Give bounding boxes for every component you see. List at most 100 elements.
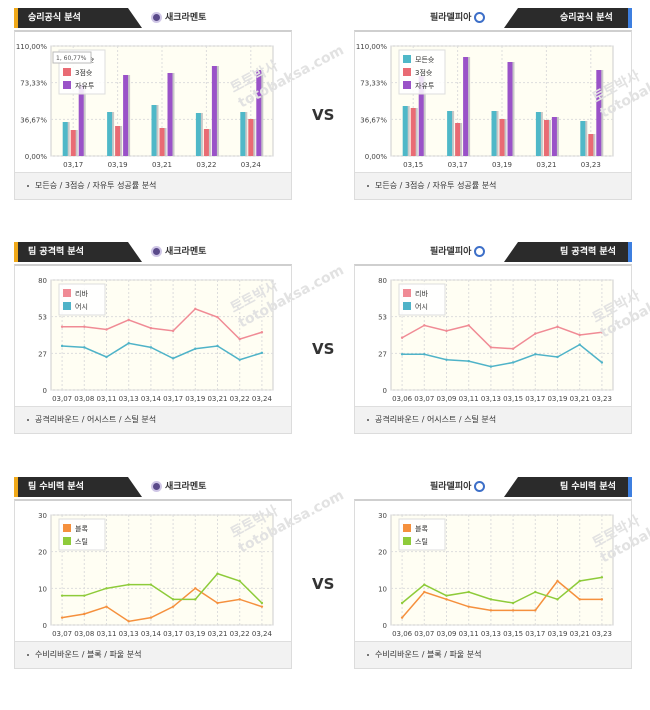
x-tick-label: 03,15 bbox=[503, 395, 523, 403]
data-point bbox=[216, 572, 219, 575]
x-tick-label: 03,22 bbox=[230, 395, 250, 403]
legend-label: 블록 bbox=[75, 524, 88, 533]
footer-text: 수비리바운드 / 블록 / 파울 분석 bbox=[35, 650, 142, 659]
x-tick-label: 03,24 bbox=[252, 630, 273, 638]
legend-swatch bbox=[63, 537, 71, 545]
y-tick-label: 20 bbox=[38, 549, 47, 557]
team-name: 새크라멘토 bbox=[165, 247, 207, 257]
data-point bbox=[423, 353, 426, 356]
x-tick-label: 03,21 bbox=[152, 161, 172, 169]
legend-swatch bbox=[403, 302, 411, 310]
y-tick-label: 73,33% bbox=[360, 80, 387, 88]
bar-2 bbox=[248, 119, 254, 156]
y-tick-label: 110,00% bbox=[16, 43, 47, 51]
data-point bbox=[511, 601, 515, 605]
panel-header: 팀 공격력 분석 새크라멘토 bbox=[14, 242, 292, 262]
data-point bbox=[600, 576, 604, 579]
x-tick-label: 03,13 bbox=[119, 630, 139, 638]
tooltip-text: 1, 60,77% bbox=[56, 55, 87, 62]
bullet-icon bbox=[367, 184, 369, 187]
team-label: 새크라멘토 bbox=[148, 242, 206, 262]
bar-3 bbox=[463, 57, 469, 156]
x-tick-label: 03,21 bbox=[207, 630, 227, 638]
x-tick-label: 03,23 bbox=[592, 630, 612, 638]
x-tick-label: 03,07 bbox=[52, 630, 72, 638]
data-point bbox=[260, 331, 264, 334]
bar-2 bbox=[70, 130, 76, 156]
footer-text: 모든승 / 3점승 / 자유투 성공률 분석 bbox=[35, 181, 157, 190]
y-tick-label: 53 bbox=[38, 314, 47, 322]
y-tick-label: 73,33% bbox=[20, 80, 47, 88]
x-tick-label: 03,21 bbox=[570, 630, 590, 638]
data-point bbox=[171, 605, 175, 608]
data-point bbox=[216, 344, 219, 348]
footer-text: 공격리바운드 / 어시스트 / 스틸 분석 bbox=[35, 415, 157, 424]
bar-2 bbox=[499, 119, 505, 156]
data-point bbox=[511, 361, 515, 364]
data-point bbox=[238, 579, 241, 583]
y-tick-label: 36,67% bbox=[360, 116, 387, 124]
data-point bbox=[578, 333, 581, 337]
panel-title: 승리공식 분석 bbox=[18, 8, 142, 28]
data-point bbox=[445, 598, 448, 601]
x-tick-label: 03,19 bbox=[547, 630, 567, 638]
panel-accent-bar bbox=[14, 8, 18, 28]
data-point bbox=[556, 325, 559, 328]
data-point bbox=[260, 601, 264, 605]
legend-label: 스틸 bbox=[75, 538, 88, 546]
data-point bbox=[149, 346, 153, 349]
data-point bbox=[149, 616, 153, 619]
y-tick-label: 0 bbox=[43, 387, 47, 395]
x-tick-label: 03,22 bbox=[196, 161, 216, 169]
team-label: 필라델피아 bbox=[430, 477, 488, 497]
data-point bbox=[127, 318, 130, 322]
data-point bbox=[556, 355, 559, 359]
data-point bbox=[238, 337, 241, 341]
data-point bbox=[194, 307, 197, 311]
data-point bbox=[60, 344, 64, 348]
legend-swatch bbox=[403, 537, 411, 545]
x-tick-label: 03,14 bbox=[141, 630, 162, 638]
x-tick-label: 03,07 bbox=[52, 395, 72, 403]
data-point bbox=[489, 598, 493, 601]
x-tick-label: 03,13 bbox=[481, 630, 501, 638]
data-point bbox=[423, 583, 426, 586]
data-point bbox=[83, 325, 86, 328]
legend-label: 어시 bbox=[415, 302, 428, 311]
y-tick-label: 80 bbox=[38, 277, 47, 285]
x-tick-label: 03,21 bbox=[207, 395, 227, 403]
bar-3 bbox=[167, 73, 173, 156]
x-tick-label: 03,21 bbox=[536, 161, 556, 169]
y-tick-label: 10 bbox=[378, 585, 387, 593]
legend-swatch bbox=[63, 68, 71, 76]
bar-2 bbox=[203, 129, 209, 156]
data-point bbox=[149, 583, 153, 586]
vs-label: VS bbox=[312, 575, 335, 593]
team-label: 새크라멘토 bbox=[148, 477, 206, 497]
kings-logo-icon bbox=[151, 481, 162, 492]
y-tick-label: 10 bbox=[38, 585, 47, 593]
data-point bbox=[467, 605, 470, 608]
x-tick-label: 03,15 bbox=[503, 630, 523, 638]
data-point bbox=[105, 328, 108, 331]
bar-1 bbox=[62, 122, 68, 156]
chart-box: 0 27 53 80 03,06 03,07 03,09 03,11 03,13 03,15 03,… bbox=[354, 264, 632, 434]
chart-svg: 0,00% 36,67% 73,33% 110,00% 03,17 03,19 03,21 0… bbox=[16, 43, 274, 169]
bar-1 bbox=[195, 113, 201, 156]
x-tick-label: 03,11 bbox=[459, 395, 479, 403]
team-label: 필라델피아 bbox=[430, 242, 488, 262]
legend-label: 스틸 bbox=[415, 538, 428, 546]
x-tick-label: 03,09 bbox=[436, 630, 456, 638]
data-point bbox=[445, 358, 448, 361]
team-name: 필라델피아 bbox=[430, 482, 472, 492]
x-tick-label: 03,07 bbox=[414, 395, 434, 403]
chart-footer: 공격리바운드 / 어시스트 / 스틸 분석 bbox=[15, 406, 291, 433]
legend-swatch bbox=[403, 524, 411, 532]
series-line-1 bbox=[401, 324, 602, 350]
legend-swatch bbox=[403, 68, 411, 76]
legend-swatch bbox=[63, 289, 71, 297]
bar-1 bbox=[535, 112, 541, 156]
team-label: 새크라멘토 bbox=[148, 8, 206, 28]
x-tick-label: 03,13 bbox=[119, 395, 139, 403]
series-line-2 bbox=[62, 342, 263, 361]
